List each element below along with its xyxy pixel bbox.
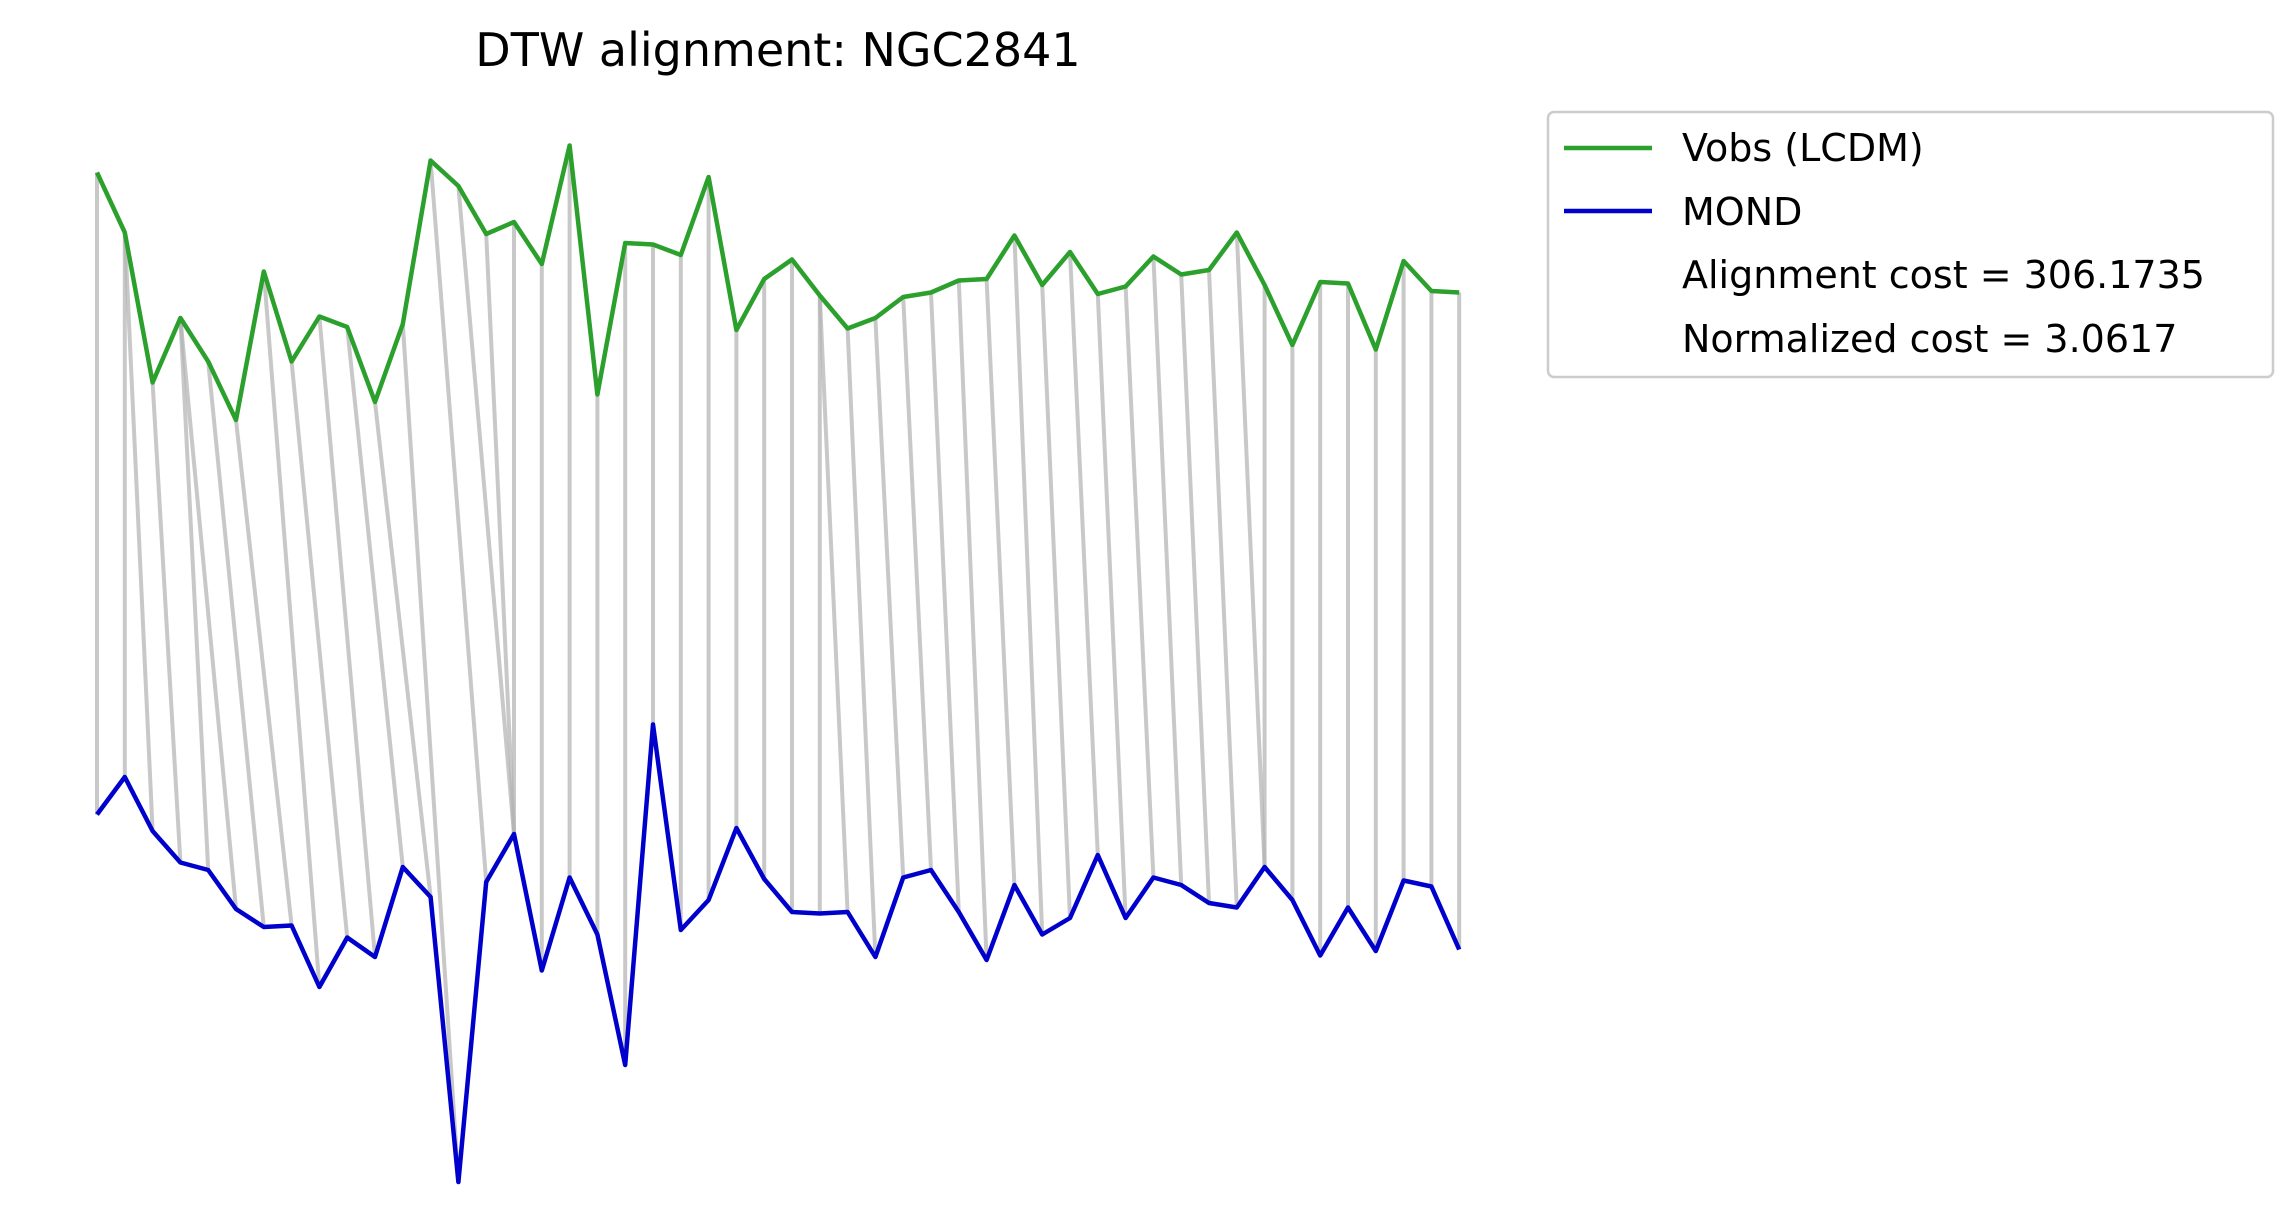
alignment-line-34 [956,280,989,961]
alignment-line-39 [1095,293,1128,919]
alignment-line-14 [428,160,489,883]
alignment-line-44 [1234,232,1267,868]
alignment-line-40 [1123,286,1156,878]
alignment-line-37 [1040,284,1072,919]
legend-box [1546,110,2275,379]
alignment-line-13 [400,323,461,1183]
legend-label-vobs: Vobs (LCDM) [1682,126,1924,170]
alignment-line-41 [1151,256,1184,886]
alignment-line-38 [1068,251,1100,856]
series-lines [94,143,1462,1185]
alignment-line-16 [484,233,516,835]
alignment-line-42 [1179,274,1211,904]
legend-label-mond: MOND [1682,190,1802,234]
series-line-vobs [94,143,1460,423]
alignment-line-29 [817,295,850,913]
alignment-line-6 [206,361,266,928]
alignment-line-2 [122,232,155,832]
legend-normalized-cost: Normalized cost = 3.0617 [1682,317,2177,361]
alignment-line-43 [1207,269,1239,908]
alignment-lines [95,145,1462,1183]
alignment-line-9 [289,361,350,938]
alignment-line-31 [873,317,906,878]
alignment-line-35 [984,278,1017,886]
alignment-line-8 [261,271,322,988]
alignment-line-4 [178,317,211,871]
alignment-line-15 [456,185,516,835]
chart-title: DTW alignment: NGC2841 [475,23,1080,77]
alignment-line-3 [150,382,183,863]
legend: Vobs (LCDM) MOND Alignment cost = 306.17… [1546,110,2275,379]
legend-alignment-cost: Alignment cost = 306.1735 [1682,253,2205,297]
alignment-line-12 [373,401,433,898]
alignment-line-33 [929,292,961,913]
alignment-line-10 [317,316,377,958]
alignment-line-30 [845,328,878,958]
alignment-line-11 [345,326,405,868]
series-line-mond [95,722,1462,1185]
alignment-line-7 [234,419,294,926]
alignment-line-36 [1012,235,1045,935]
alignment-line-32 [901,296,933,871]
alignment-line-5 [178,317,238,910]
